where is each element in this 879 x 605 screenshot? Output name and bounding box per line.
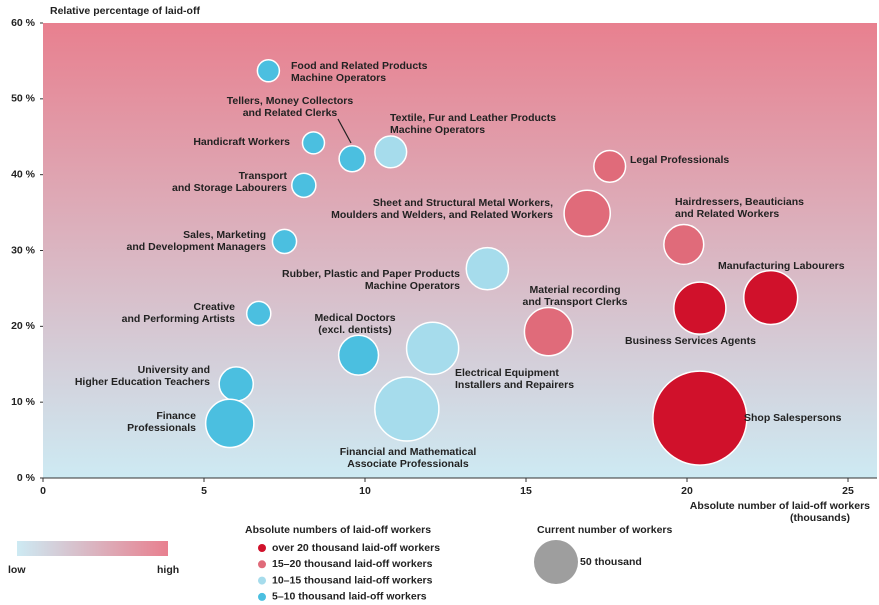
bubble-label: Manufacturing Labourers bbox=[718, 260, 845, 272]
bubble-label: and Transport Clerks bbox=[522, 296, 627, 308]
bubble bbox=[563, 189, 612, 238]
bubble-label: Tellers, Money Collectors bbox=[227, 95, 354, 107]
bubble-label: Shop Salespersons bbox=[744, 412, 842, 424]
bubble bbox=[673, 281, 727, 335]
bubble-label: and Development Managers bbox=[127, 241, 267, 253]
bubble-label: Medical Doctors bbox=[314, 312, 395, 324]
legend-swatch bbox=[258, 544, 266, 552]
bubble-label: Machine Operators bbox=[365, 280, 460, 292]
bubble-label: Financial and Mathematical bbox=[340, 446, 477, 458]
legend-swatch bbox=[258, 592, 266, 601]
bubble-label: Sheet and Structural Metal Workers, bbox=[373, 197, 553, 209]
x-tick-label: 5 bbox=[201, 485, 207, 497]
bubble bbox=[291, 172, 317, 199]
x-axis-label: (thousands) bbox=[790, 512, 850, 524]
x-tick-label: 20 bbox=[681, 485, 693, 497]
bubble-label: Professionals bbox=[127, 422, 196, 434]
bubble bbox=[204, 398, 255, 449]
bubble-label: Business Services Agents bbox=[625, 335, 756, 347]
y-tick-label: 40 % bbox=[11, 168, 36, 180]
bubble bbox=[593, 149, 627, 183]
scale-high-label: high bbox=[157, 564, 179, 576]
bubble-label: Sales, Marketing bbox=[183, 229, 266, 241]
bubble bbox=[256, 59, 281, 83]
bubble-label: Associate Professionals bbox=[347, 458, 469, 470]
bubble-label: Installers and Repairers bbox=[455, 379, 574, 391]
bubble bbox=[301, 131, 326, 155]
bubble-label: Electrical Equipment bbox=[455, 367, 559, 379]
bubble-label: Transport bbox=[239, 170, 288, 182]
bubble-label: Finance bbox=[156, 410, 196, 422]
legend-title: Absolute numbers of laid-off workers bbox=[245, 524, 431, 536]
legend-swatch bbox=[258, 576, 266, 585]
bubble-label: Machine Operators bbox=[390, 124, 485, 136]
bubble bbox=[374, 376, 440, 442]
size-legend-bubble bbox=[534, 540, 578, 584]
bubble-label: Creative bbox=[194, 301, 236, 313]
bubble-label: Material recording bbox=[529, 284, 620, 296]
bubble bbox=[374, 135, 408, 169]
bubble-label: Rubber, Plastic and Paper Products bbox=[282, 268, 460, 280]
bubble-label: and Related Workers bbox=[675, 208, 779, 220]
legend-label: 15–20 thousand laid-off workers bbox=[272, 558, 433, 570]
bubble bbox=[523, 306, 574, 357]
bubble-label: Hairdressers, Beauticians bbox=[675, 196, 804, 208]
y-tick-label: 30 % bbox=[11, 244, 36, 256]
legend-label: over 20 thousand laid-off workers bbox=[272, 542, 440, 554]
scale-low-label: low bbox=[8, 564, 26, 576]
x-axis-label: Absolute number of laid-off workers bbox=[690, 500, 870, 512]
bubble bbox=[405, 321, 460, 376]
bubble-label: Legal Professionals bbox=[630, 154, 729, 166]
bubble bbox=[337, 334, 380, 376]
bubble bbox=[271, 228, 298, 255]
x-tick-label: 15 bbox=[520, 485, 532, 497]
leader-line bbox=[337, 118, 352, 144]
x-tick-label: 0 bbox=[40, 485, 46, 497]
bubble bbox=[652, 370, 748, 466]
size-legend-title: Current number of workers bbox=[537, 524, 673, 536]
bubble-label: Machine Operators bbox=[291, 72, 386, 84]
y-tick-label: 0 % bbox=[17, 472, 36, 484]
bubble-label: and Storage Labourers bbox=[172, 182, 287, 194]
bubble-label: Food and Related Products bbox=[291, 60, 428, 72]
x-tick-label: 25 bbox=[842, 485, 854, 497]
bubble bbox=[663, 223, 705, 266]
y-tick-label: 60 % bbox=[11, 17, 36, 29]
color-scale bbox=[17, 541, 168, 556]
bubble bbox=[218, 366, 254, 402]
bubble-label: University and bbox=[138, 364, 210, 376]
bubble-label: Moulders and Welders, and Related Worker… bbox=[331, 209, 553, 221]
legend-label: 10–15 thousand laid-off workers bbox=[272, 574, 433, 586]
bubble bbox=[465, 246, 510, 291]
bubble-label: Textile, Fur and Leather Products bbox=[390, 112, 556, 124]
y-axis-label: Relative percentage of laid-off bbox=[50, 5, 200, 17]
bubble-label: and Related Clerks bbox=[243, 107, 338, 119]
bubble-label: Higher Education Teachers bbox=[75, 376, 210, 388]
y-tick-label: 20 % bbox=[11, 320, 36, 332]
size-legend-label: 50 thousand bbox=[580, 556, 642, 568]
bubble-label: (excl. dentists) bbox=[318, 324, 392, 336]
y-tick-label: 10 % bbox=[11, 396, 36, 408]
x-tick-label: 10 bbox=[359, 485, 371, 497]
legend-swatch bbox=[258, 560, 266, 569]
bubble bbox=[245, 300, 272, 327]
bubble-label: and Performing Artists bbox=[122, 313, 236, 325]
legend-label: 5–10 thousand laid-off workers bbox=[272, 591, 427, 603]
y-tick-label: 50 % bbox=[11, 93, 36, 105]
bubble bbox=[743, 269, 799, 326]
bubble bbox=[338, 144, 366, 173]
bubble-label: Handicraft Workers bbox=[193, 136, 290, 148]
